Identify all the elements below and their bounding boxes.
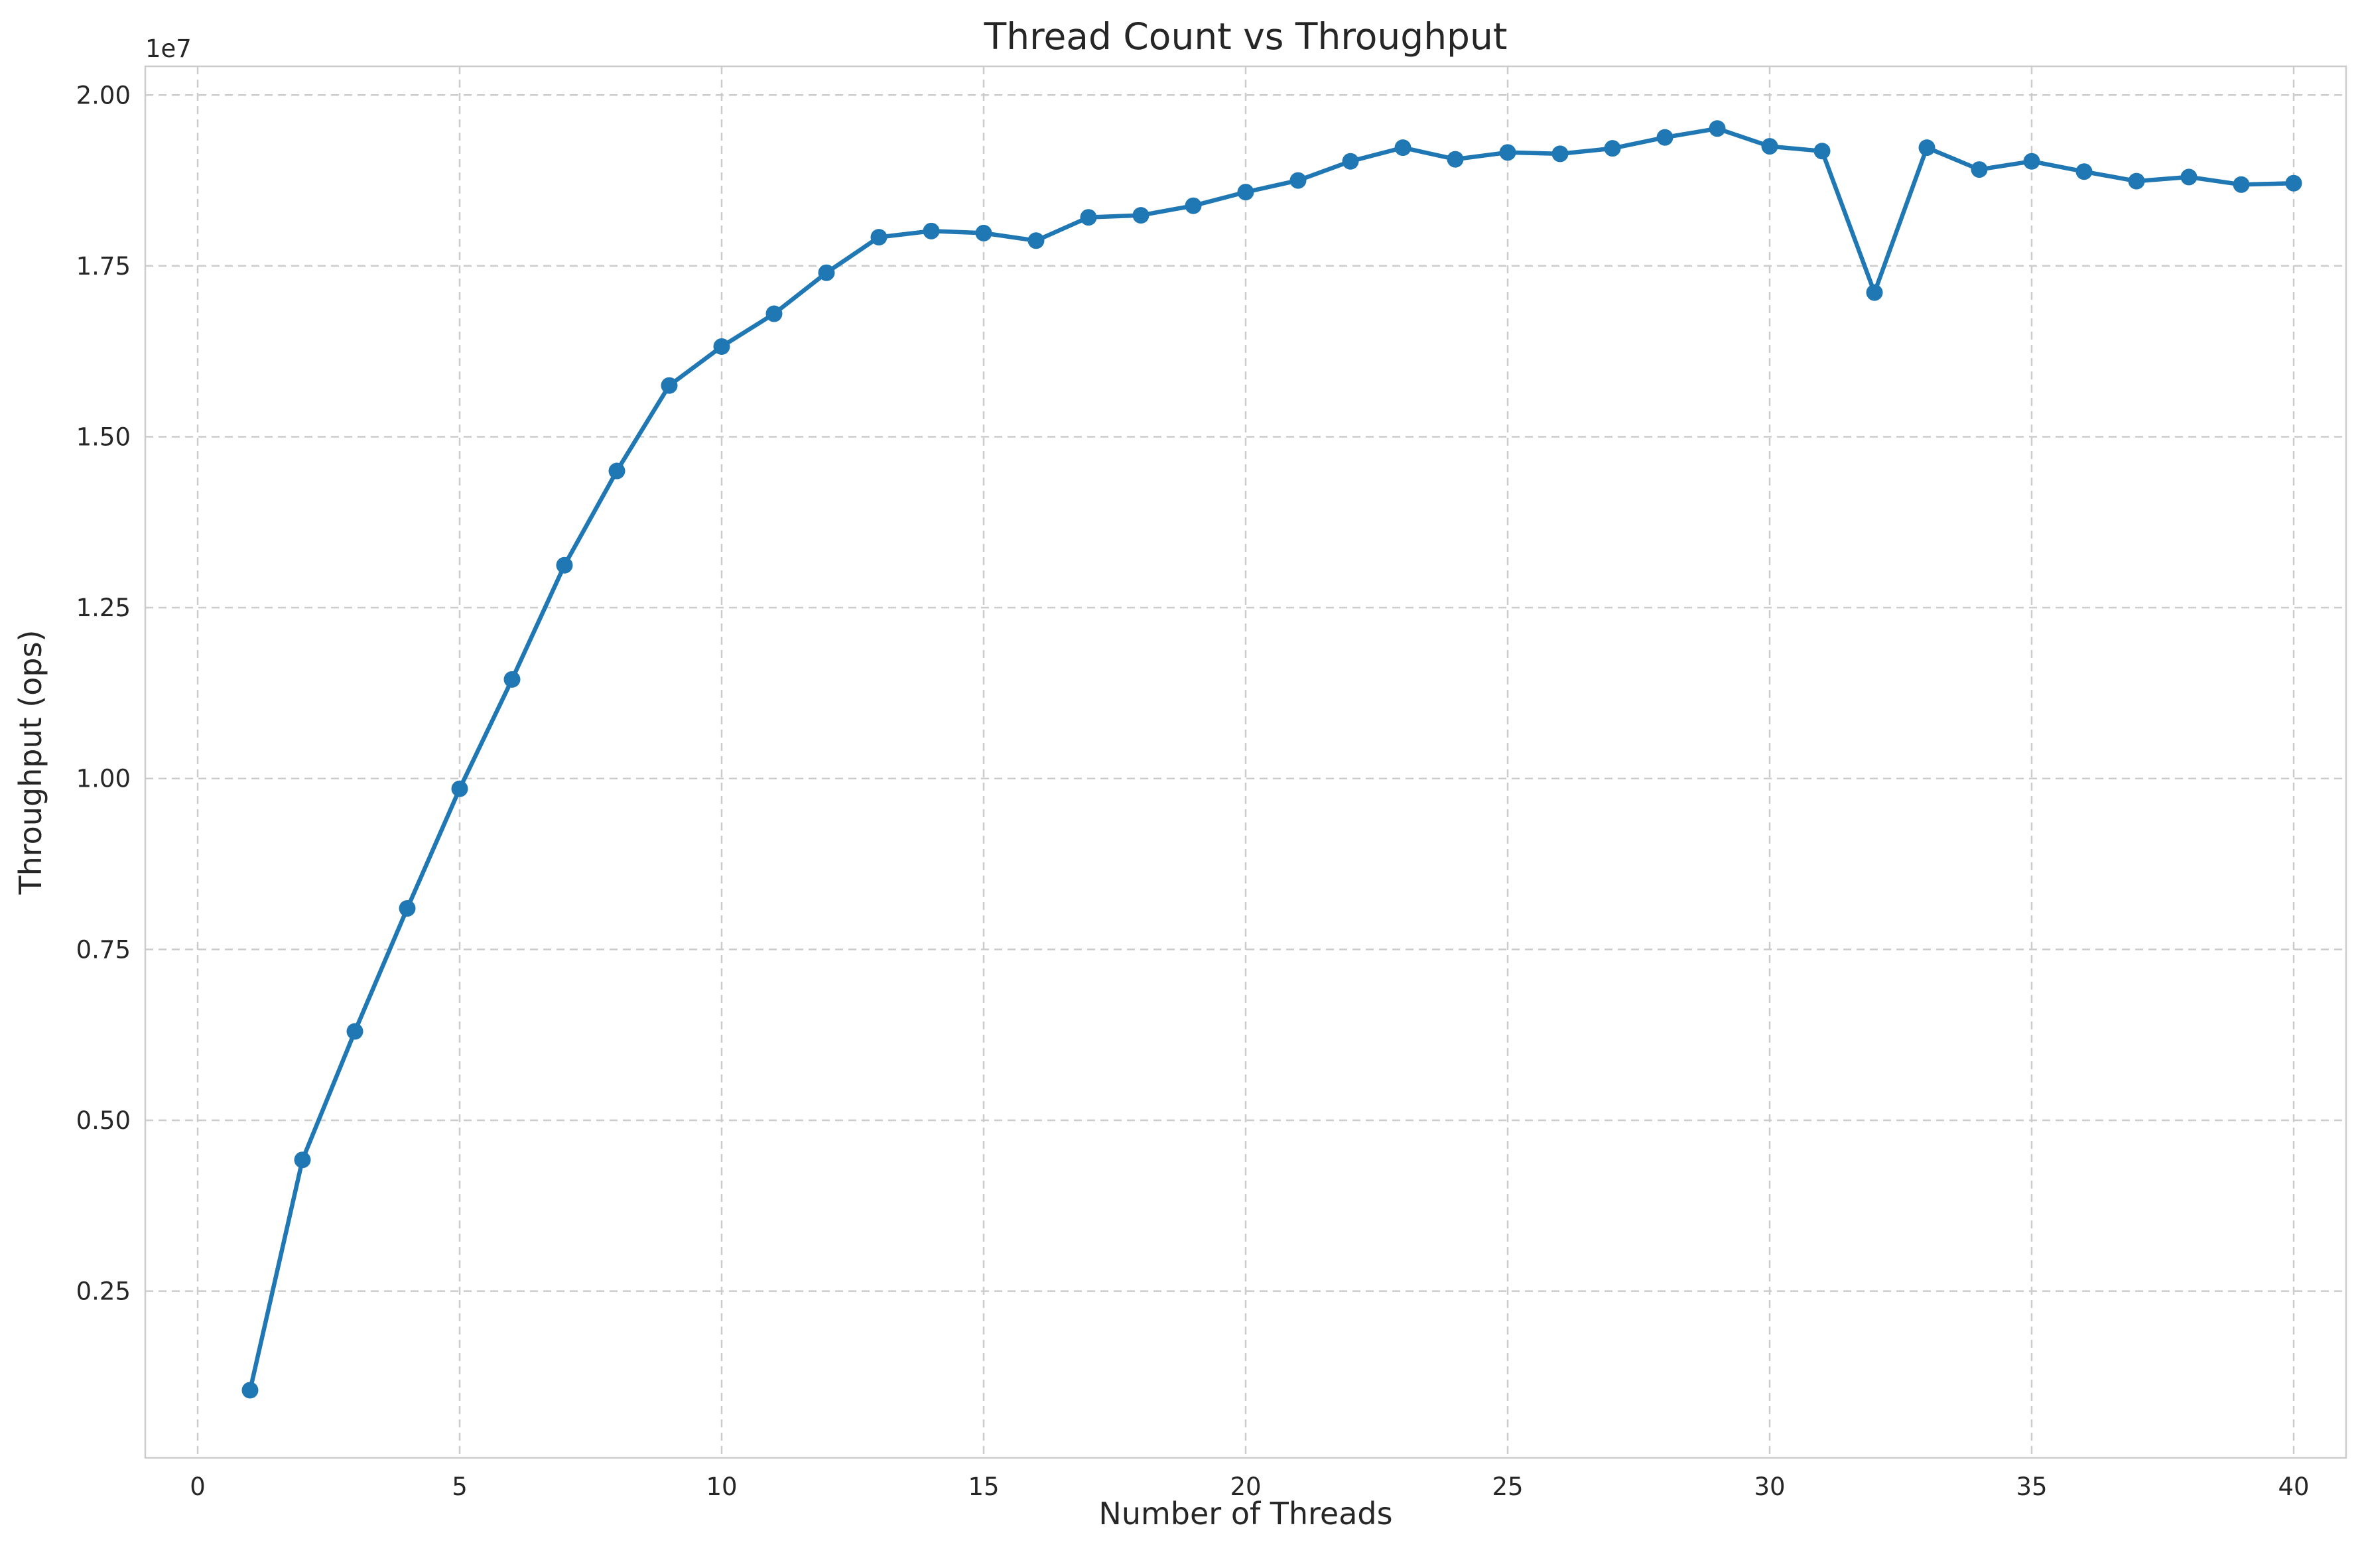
plot-frame [144, 65, 2347, 1459]
data-point [1499, 144, 1516, 161]
data-point [346, 1023, 363, 1040]
data-point [556, 556, 573, 574]
data-point [1761, 138, 1778, 155]
x-tick-label: 25 [1492, 1472, 1523, 1501]
y-axis-offset-label: 1e7 [145, 34, 192, 63]
data-point [2023, 153, 2040, 170]
data-point [1027, 232, 1045, 249]
data-point [1604, 140, 1621, 157]
data-point [2128, 172, 2145, 190]
y-tick-label: 1.50 [76, 423, 131, 452]
chart-title: Thread Count vs Throughput [984, 15, 1508, 58]
data-point [503, 671, 521, 688]
data-point [1289, 172, 1307, 189]
y-tick-label: 0.50 [76, 1106, 131, 1135]
x-tick-label: 15 [968, 1472, 999, 1501]
data-point [1342, 153, 1359, 170]
data-point [1866, 284, 1883, 301]
data-point [2180, 168, 2198, 186]
x-tick-label: 20 [1230, 1472, 1261, 1501]
data-point [2075, 163, 2093, 180]
data-point [1080, 209, 1097, 226]
data-point [1447, 151, 1464, 168]
data-point [1813, 143, 1831, 160]
data-point [1185, 197, 1202, 214]
data-point [765, 305, 783, 322]
data-point [1918, 139, 1936, 157]
data-point [1971, 161, 1988, 178]
series-layer [241, 120, 2302, 1399]
data-point [818, 264, 835, 281]
data-point [661, 377, 678, 394]
y-tick-label: 0.25 [76, 1277, 131, 1306]
y-tick-label: 2.00 [76, 81, 131, 109]
x-tick-label: 30 [1754, 1472, 1785, 1501]
data-point [399, 900, 416, 917]
data-point [608, 462, 625, 480]
y-tick-label: 0.75 [76, 935, 131, 964]
y-tick-label: 1.25 [76, 594, 131, 622]
data-point [1237, 184, 1254, 201]
data-point [1709, 120, 1726, 137]
data-point [713, 338, 730, 355]
series-line [247, 126, 2296, 1393]
data-point [294, 1151, 311, 1169]
x-tick-labels: 0 5 10 15 20 25 30 35 40 [190, 1472, 2309, 1501]
x-tick-label: 0 [190, 1472, 206, 1501]
data-point [1656, 129, 1674, 146]
data-point [241, 1382, 259, 1399]
y-tick-label: 1.00 [76, 765, 131, 793]
data-point [2285, 174, 2302, 192]
data-point [451, 780, 468, 797]
data-point [1132, 207, 1149, 224]
x-axis-title: Number of Threads [1098, 1496, 1392, 1532]
y-tick-label: 1.75 [76, 252, 131, 281]
x-tick-label: 35 [2016, 1472, 2047, 1501]
x-tick-label: 40 [2278, 1472, 2309, 1501]
data-point [870, 229, 887, 246]
x-tick-label: 10 [706, 1472, 737, 1501]
data-point [923, 222, 940, 239]
data-point [975, 224, 992, 241]
grid-layer [145, 66, 2346, 1458]
x-tick-label: 5 [452, 1472, 468, 1501]
y-axis-title: Throughput (ops) [13, 629, 48, 895]
data-point [2233, 176, 2250, 193]
data-point [1551, 145, 1569, 163]
y-tick-labels: 0.25 0.50 0.75 1.00 1.25 1.50 1.75 2.00 [76, 81, 131, 1305]
data-point [1394, 139, 1412, 157]
